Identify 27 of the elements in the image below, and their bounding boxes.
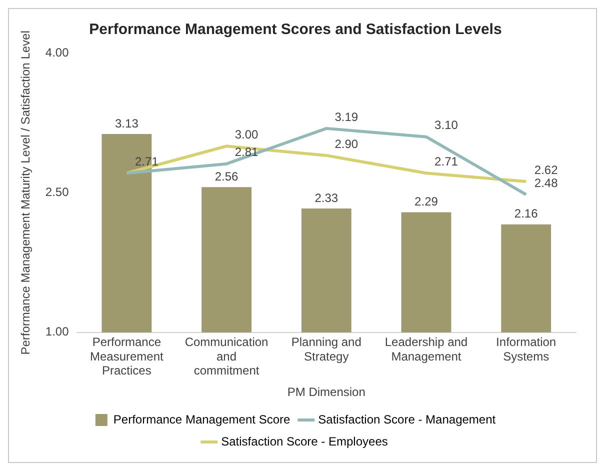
x-tick-label: Communication and commitment xyxy=(184,334,268,378)
data-label: 3.19 xyxy=(334,110,358,124)
data-label: 2.71 xyxy=(434,154,458,168)
data-label: 2.33 xyxy=(314,190,338,205)
y-axis-title: Performance Management Maturity Level / Satisfaction Level xyxy=(18,30,33,355)
legend-label: Satisfaction Score - Employees xyxy=(221,434,388,448)
data-label: 3.10 xyxy=(434,118,458,132)
data-label: 2.56 xyxy=(214,169,239,184)
data-label: 2.29 xyxy=(414,194,438,209)
data-label: 3.00 xyxy=(234,127,259,142)
data-label: 2.90 xyxy=(334,136,358,151)
x-axis-title: PM Dimension xyxy=(287,385,366,400)
data-label: 2.16 xyxy=(514,206,538,221)
x-tick-label: Leadership and Management xyxy=(384,334,468,364)
legend-label: Performance Management Score xyxy=(113,412,290,426)
y-tick-label: 1.00 xyxy=(45,324,70,339)
y-tick-label: 2.50 xyxy=(45,185,70,200)
data-label: 3.13 xyxy=(115,116,139,130)
data-label: 2.81 xyxy=(234,145,259,160)
y-tick-label: 4.00 xyxy=(45,45,70,60)
data-label: 2.62 xyxy=(534,162,558,177)
chart-title: Performance Management Scores and Satisfaction Levels xyxy=(89,21,502,38)
x-tick-label: Information Systems xyxy=(496,334,556,364)
legend-label: Satisfaction Score - Management xyxy=(318,412,496,426)
x-tick-label: Performance Measurement Practices xyxy=(90,334,164,378)
data-label: 2.48 xyxy=(534,176,558,190)
x-tick-label: Planning and Strategy xyxy=(291,334,362,364)
